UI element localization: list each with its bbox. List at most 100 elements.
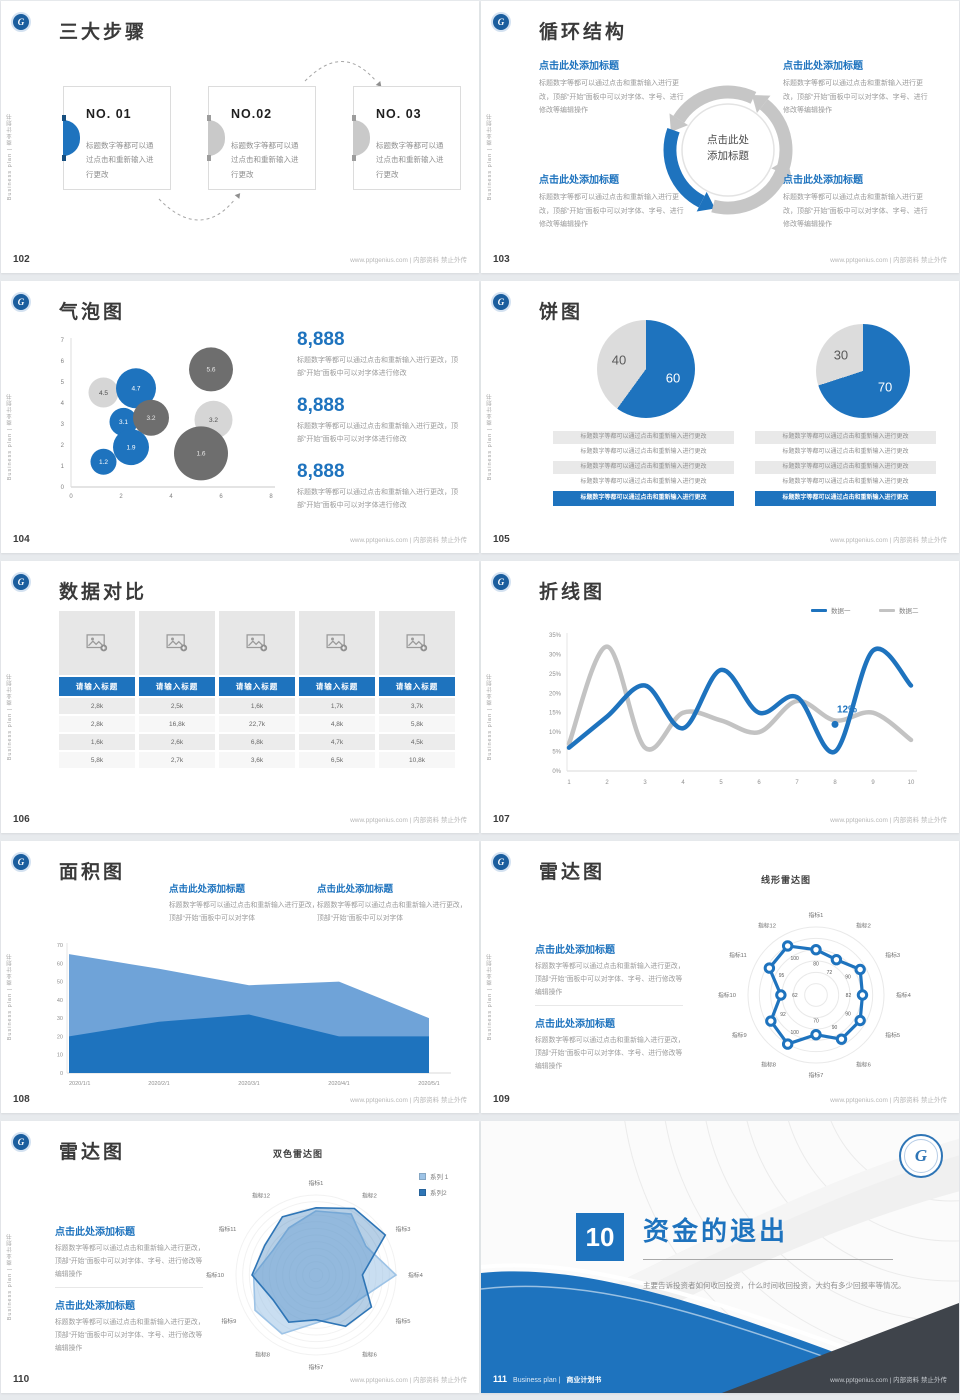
svg-text:95: 95 <box>779 973 785 979</box>
list-item: 标题数字等都可以通过点击和重新输入进行更改 <box>553 431 734 444</box>
svg-text:10: 10 <box>908 780 915 786</box>
image-placeholder-cell[interactable] <box>59 611 135 675</box>
svg-text:3.2: 3.2 <box>146 415 155 422</box>
radar-chart-line: 指标1 指标2 指标3 指标4 指标5 指标6 指标7 指标8 指标9 指标10 指标11 指标12 8… <box>706 889 926 1106</box>
block-heading: 点击此处添加标题 <box>317 884 394 895</box>
svg-text:40: 40 <box>57 998 63 1004</box>
svg-text:指标11: 指标11 <box>219 1225 237 1233</box>
svg-text:8: 8 <box>833 780 837 786</box>
svg-text:指标3: 指标3 <box>885 951 900 959</box>
svg-text:指标7: 指标7 <box>309 1363 324 1371</box>
cycle-center-label: 点击此处 添加标题 <box>707 134 749 163</box>
slide-109[interactable]: G Business plan | 商业计划书 雷达图 线形雷达图 点击此处添加… <box>481 841 959 1113</box>
slide-105[interactable]: G Business plan | 商业计划书 饼图 60 40 70 30 标题数… <box>481 281 959 553</box>
vertical-series-label: Business plan | 商业计划书 <box>7 953 13 1041</box>
block-heading: 点击此处添加标题 <box>539 61 619 72</box>
svg-text:4: 4 <box>681 780 685 786</box>
slide-title: 饼图 <box>539 302 584 323</box>
svg-text:70: 70 <box>57 943 63 949</box>
page-number: 107 <box>493 814 510 825</box>
block-body: 标题数字等都可以通过点击和重新输入进行更改，顶部“开始”面板中可以对字体 <box>317 902 467 922</box>
block-heading: 点击此处添加标题 <box>55 1301 135 1312</box>
section-footer-left: 111 Business plan | 商业计划书 <box>493 1374 601 1385</box>
svg-text:90: 90 <box>845 975 851 981</box>
svg-text:2020/3/1: 2020/3/1 <box>238 1081 259 1087</box>
brand-badge-icon: G <box>899 1134 943 1178</box>
section-title: 资金的退出 <box>643 1216 789 1246</box>
vertical-series-label: Business plan | 商业计划书 <box>7 1233 13 1321</box>
table-cell: 1,7k <box>299 698 375 714</box>
svg-text:70: 70 <box>813 1019 819 1025</box>
slide-110[interactable]: G Business plan | 商业计划书 雷达图 双色雷达图 系列 1 系… <box>1 1121 479 1393</box>
pie-slice-label: 40 <box>611 352 627 368</box>
table-cell: 6,8k <box>219 734 295 750</box>
svg-text:4.5: 4.5 <box>99 390 108 397</box>
svg-text:2: 2 <box>119 494 123 500</box>
title-rule <box>643 1259 893 1260</box>
svg-text:62: 62 <box>792 993 798 999</box>
table-cell: 4,7k <box>299 734 375 750</box>
grid-cell: G Business plan | 商业计划书 三大步骤 NO. 01 标题数字… <box>0 0 480 280</box>
svg-text:2020/1/1: 2020/1/1 <box>69 1081 90 1087</box>
table-column-header: 请输入标题 <box>139 677 215 696</box>
bubble-chart-svg: 0 1 2 3 4 5 6 7 0 2 4 6 8 4.5 4.7 5.6 3.1 3.2 3.2 1.9 1.2 1.6 <box>61 338 275 500</box>
slide-108[interactable]: G Business plan | 商业计划书 面积图 点击此处添加标题 标题数… <box>1 841 479 1113</box>
svg-text:0: 0 <box>60 1071 63 1077</box>
slide-107[interactable]: G Business plan | 商业计划书 折线图 数据一 数据二 0% 5%… <box>481 561 959 833</box>
image-placeholder-cell[interactable] <box>379 611 455 675</box>
vertical-series-label: Business plan | 商业计划书 <box>7 673 13 761</box>
grid-cell: G Business plan | 商业计划书 饼图 60 40 70 30 标题数… <box>480 280 960 560</box>
table-column-header: 请输入标题 <box>299 677 375 696</box>
svg-text:4: 4 <box>169 494 173 500</box>
step-card-3[interactable]: NO. 03 标题数字等都可以通过点击和重新输入进行更改 <box>352 86 461 190</box>
slide-103[interactable]: G Business plan | 商业计划书 循环结构 点击此处 添加标题 点击… <box>481 1 959 273</box>
svg-text:6: 6 <box>219 494 223 500</box>
page-number: 102 <box>13 254 30 265</box>
table-cell: 2,6k <box>139 734 215 750</box>
svg-text:6: 6 <box>757 780 761 786</box>
comparison-table: 请输入标题 请输入标题 请输入标题 请输入标题 请输入标题 2,8k 2,5k 1,6k 1,7… <box>59 611 455 768</box>
image-placeholder-icon <box>326 634 348 652</box>
step-connector-arrows <box>158 61 382 221</box>
line-chart: 0% 5% 10% 15% 20% 25% 30% 35% 1 2 3 4 5 6 7 8 9 10 12% <box>539 621 939 806</box>
table-cell: 5,8k <box>379 716 455 732</box>
svg-text:0: 0 <box>61 485 65 491</box>
svg-text:20%: 20% <box>549 691 562 697</box>
svg-text:10: 10 <box>57 1053 63 1059</box>
slide-title: 雷达图 <box>59 1142 126 1163</box>
svg-text:5: 5 <box>719 780 723 786</box>
brand-logo-icon: G <box>11 12 31 32</box>
stat-body: 标题数字等都可以通过点击和重新输入进行更改，顶部“开始”面板中可以对字体进行修改 <box>297 489 458 509</box>
divider <box>55 1287 203 1288</box>
step-card-2[interactable]: NO.02 标题数字等都可以通过点击和重新输入进行更改 <box>207 86 316 190</box>
svg-text:100: 100 <box>790 1030 799 1036</box>
vertical-series-label: Business plan | 商业计划书 <box>487 953 493 1041</box>
svg-text:2020/2/1: 2020/2/1 <box>148 1081 169 1087</box>
image-placeholder-cell[interactable] <box>219 611 295 675</box>
step-card-1[interactable]: NO. 01 标题数字等都可以通过点击和重新输入进行更改 <box>62 86 171 190</box>
image-placeholder-icon <box>246 634 268 652</box>
block-body: 标题数字等都可以通过点击和重新输入进行更改，顶部“开始”面板中可以对字体、字号、… <box>539 194 684 229</box>
svg-text:1.6: 1.6 <box>196 451 205 458</box>
svg-text:1.9: 1.9 <box>126 444 135 451</box>
radar-chart-dual: 指标1 指标2 指标3 指标4 指标5 指标6 指标7 指标8 指标9 指标10 指标11 指标12 <box>201 1161 431 1393</box>
svg-text:2: 2 <box>61 443 65 449</box>
site-footer: www.pptgenius.com | 内部资料 禁止外传 <box>830 817 947 824</box>
area-text-block: 点击此处添加标题 标题数字等都可以通过点击和重新输入进行更改，顶部“开始”面板中… <box>169 881 321 926</box>
image-placeholder-cell[interactable] <box>299 611 375 675</box>
stat-block: 8,888 标题数字等都可以通过点击和重新输入进行更改，顶部“开始”面板中可以对… <box>297 461 467 513</box>
block-heading: 点击此处添加标题 <box>169 884 246 895</box>
svg-text:指标10: 指标10 <box>718 991 736 999</box>
legend-series-2: 系列2 <box>419 1187 447 1197</box>
block-heading: 点击此处添加标题 <box>55 1227 135 1238</box>
grid-cell: G Business plan | 商业计划书 数据对比 请输入标题 请输入标题请… <box>0 560 480 840</box>
slide-102[interactable]: G Business plan | 商业计划书 三大步骤 NO. 01 标题数字… <box>1 1 479 273</box>
svg-text:指标7: 指标7 <box>809 1071 824 1079</box>
table-cell: 5,8k <box>59 752 135 768</box>
slide-106[interactable]: G Business plan | 商业计划书 数据对比 请输入标题 请输入标题请… <box>1 561 479 833</box>
slide-111[interactable]: G 10 资金的退出 主要告诉投资者如何收回投资，什么时间收回投资，大约有多少回… <box>481 1121 959 1393</box>
image-placeholder-cell[interactable] <box>139 611 215 675</box>
slide-104[interactable]: G Business plan | 商业计划书 气泡图 0 1 2 3 4 5 6 7 0 2 4 6… <box>1 281 479 553</box>
brand-logo-icon: G <box>491 852 511 872</box>
